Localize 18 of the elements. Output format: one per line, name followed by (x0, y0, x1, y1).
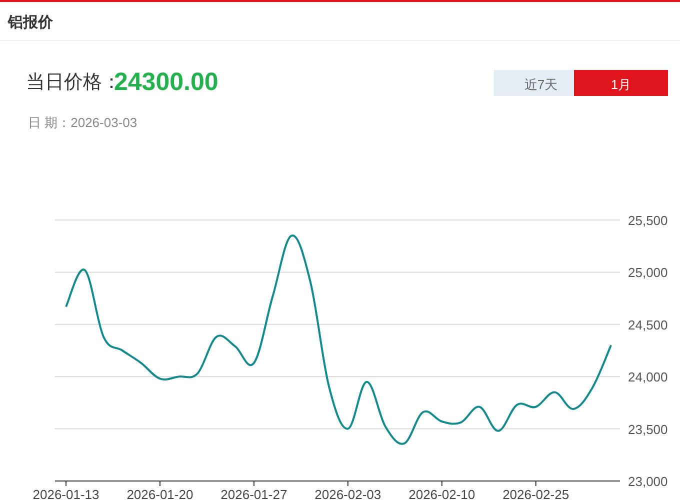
y-tick-label: 24,500 (628, 317, 668, 332)
line-series (65, 234, 612, 444)
x-tick-label: 2026-01-20 (126, 487, 194, 502)
y-tick-label: 23,000 (628, 474, 668, 489)
x-tick-label: 2026-01-13 (32, 487, 100, 502)
y-tick-label: 25,500 (628, 213, 668, 228)
text: 近7天 (524, 77, 558, 92)
text: 24300.00 (114, 68, 218, 96)
x-tick-label: 2026-01-27 (220, 487, 288, 502)
text: 日 期：2026-03-03 (28, 115, 138, 130)
y-tick-label: 24,000 (628, 370, 668, 385)
x-tick-label: 2026-02-03 (314, 487, 382, 502)
x-tick-label: 2026-02-10 (408, 487, 476, 502)
y-tick-label: 23,500 (628, 422, 668, 437)
text: 1月 (610, 77, 632, 92)
x-tick-label: 2026-02-25 (502, 487, 570, 502)
y-tick-label: 25,000 (628, 265, 668, 280)
chart-title: 铝报价 (7, 14, 54, 31)
